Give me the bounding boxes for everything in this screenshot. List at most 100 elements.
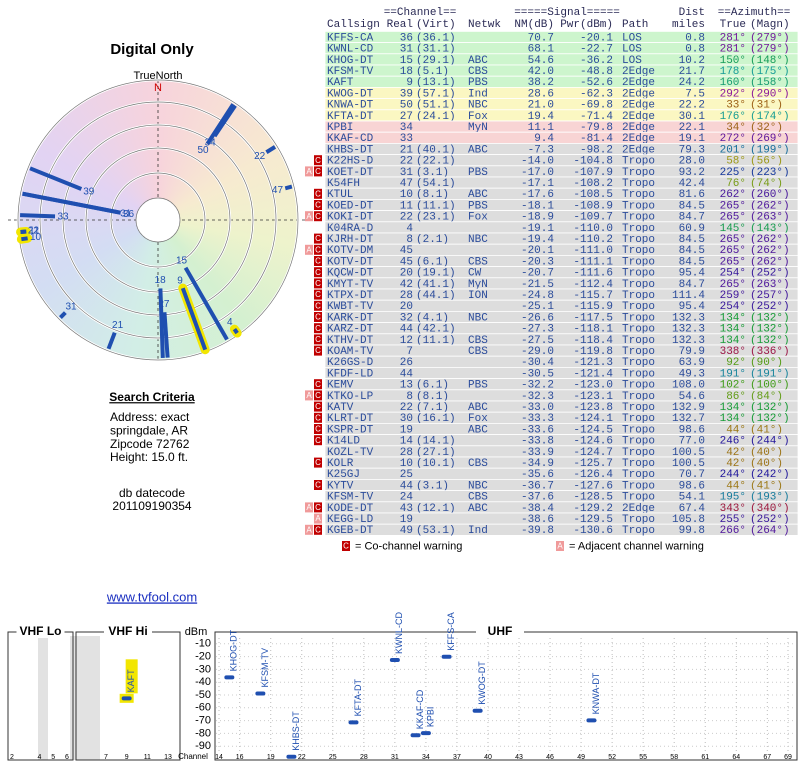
cell-netwk: CW: [468, 268, 482, 280]
station-channel: 39: [83, 187, 95, 198]
cell-callsign: KSPR-DT: [327, 424, 374, 436]
cell-path: LOS: [622, 32, 642, 44]
station-channel: 10: [30, 232, 42, 243]
warning-box: [314, 513, 322, 524]
cell-az-true: 255°: [720, 514, 746, 526]
cell-az-magn: (191°): [750, 368, 790, 380]
cell-az-true: 254°: [720, 301, 746, 313]
cell-dist: 111.4: [672, 290, 705, 302]
cell-path: Tropo: [622, 312, 655, 324]
cell-real: 18: [400, 66, 413, 78]
column-group: Dist: [679, 7, 705, 19]
warning-box: [314, 289, 322, 300]
cell-path: Tropo: [622, 212, 655, 224]
cell-pwr: -118.1: [573, 324, 613, 336]
station-channel: 33: [57, 211, 69, 222]
cell-path: Tropo: [622, 480, 655, 492]
cell-real: 44: [400, 368, 414, 380]
cell-path: Tropo: [622, 514, 655, 526]
signal-marker: [472, 708, 483, 713]
cell-virt: (3.1): [416, 167, 449, 179]
cell-az-magn: (263°): [750, 212, 790, 224]
cell-az-true: 266°: [720, 525, 746, 537]
cell-pwr: -112.4: [573, 279, 613, 291]
cell-az-magn: (132°): [750, 413, 790, 425]
cell-pwr: -129.5: [573, 514, 613, 526]
cell-callsign: KAFT: [327, 77, 354, 89]
cell-callsign: KFSM-TV: [327, 492, 374, 504]
cell-virt: (41.1): [416, 279, 456, 291]
cell-netwk: CBS: [468, 492, 488, 504]
search-line: Height: 15.0 ft.: [110, 450, 188, 464]
cell-az-true: 225°: [720, 167, 746, 179]
cell-virt: (3.1): [416, 480, 449, 492]
cell-az-magn: (132°): [750, 335, 790, 347]
legend-mark: C: [343, 542, 349, 551]
x-tick-label: 7: [104, 754, 108, 761]
cell-pwr: -48.8: [580, 66, 613, 78]
cell-netwk: CBS: [468, 66, 488, 78]
band-label-bg: [104, 626, 152, 638]
cell-callsign: KKAF-CD: [327, 133, 374, 145]
cell-nm: -20.7: [521, 268, 554, 280]
cell-real: 44: [400, 324, 414, 336]
datecode: 201109190354: [112, 499, 192, 513]
cell-callsign: KOED-DT: [327, 200, 374, 212]
cell-callsign: KOTV-DM: [327, 245, 373, 257]
cell-az-magn: (56°): [750, 156, 783, 168]
cell-az-magn: (132°): [750, 402, 790, 414]
cell-dist: 132.7: [672, 413, 705, 425]
y-tick-label: -60: [195, 702, 211, 714]
cell-callsign: KOET-DT: [327, 167, 374, 179]
site-link[interactable]: www.tvfool.com: [106, 589, 197, 604]
cell-pwr: -98.2: [580, 144, 613, 156]
range-ring: [110, 172, 206, 268]
cell-real: 7: [406, 346, 413, 358]
cell-netwk: MyN: [468, 279, 488, 291]
cell-real: 4: [406, 223, 413, 235]
datecode-label: db datecode: [119, 486, 185, 500]
cell-az-true: 42°: [726, 447, 746, 459]
x-tick-label: 2: [10, 754, 14, 761]
cell-az-magn: (262°): [750, 200, 790, 212]
cell-az-magn: (31°): [750, 100, 783, 112]
cell-virt: (13.1): [416, 77, 456, 89]
cell-az-magn: (340°): [750, 503, 790, 515]
x-tick-label: 13: [164, 754, 172, 761]
cell-netwk: NBC: [468, 312, 488, 324]
warning-mark: A: [306, 503, 312, 512]
warning-mark: C: [315, 525, 321, 534]
cell-az-magn: (252°): [750, 514, 790, 526]
cell-path: Tropo: [622, 301, 655, 313]
warning-box: [314, 435, 322, 446]
cell-az-true: 92°: [726, 357, 746, 369]
cell-az-magn: (40°): [750, 458, 783, 470]
cell-callsign: K04RA-D: [327, 223, 374, 235]
station-bar: [180, 287, 208, 351]
warning-mark: C: [315, 212, 321, 221]
cell-virt: (8.1): [416, 189, 449, 201]
cell-real: 47: [400, 178, 413, 190]
cell-callsign: KARK-DT: [327, 312, 374, 324]
cell-real: 20: [400, 268, 413, 280]
cell-pwr: -123.8: [573, 402, 613, 414]
cell-callsign: KOLR: [327, 458, 354, 470]
cell-dist: 99.8: [679, 525, 705, 537]
cell-real: 31: [400, 167, 414, 179]
cell-az-true: 34°: [726, 122, 746, 134]
band-frame: [214, 631, 798, 761]
cell-pwr: -71.4: [580, 111, 613, 123]
cell-path: 2Edge: [622, 503, 655, 515]
cell-callsign: KEMV: [327, 380, 354, 392]
warning-box: [305, 502, 313, 513]
cell-virt: (27.1): [416, 447, 456, 459]
cell-path: 2Edge: [622, 88, 655, 100]
cell-pwr: -81.4: [580, 133, 613, 145]
cell-real: 9: [406, 77, 413, 89]
cell-az-true: 134°: [720, 413, 746, 425]
station-bar: [212, 104, 237, 138]
cell-nm: -39.8: [521, 525, 554, 537]
signal-marker: [586, 718, 597, 723]
y-tick-label: -50: [195, 689, 211, 701]
cell-dist: 95.4: [679, 301, 706, 313]
